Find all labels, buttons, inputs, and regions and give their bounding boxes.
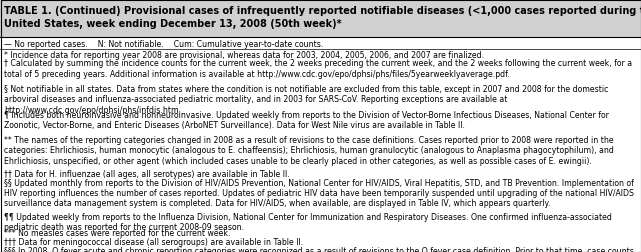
Text: United States, week ending December 13, 2008 (50th week)*: United States, week ending December 13, …: [4, 19, 342, 29]
Text: * Incidence data for reporting year 2008 are provisional, whereas data for 2003,: * Incidence data for reporting year 2008…: [4, 51, 484, 60]
Text: TABLE 1. (Continued) Provisional cases of infrequently reported notifiable disea: TABLE 1. (Continued) Provisional cases o…: [4, 6, 641, 16]
Text: ††† Data for meningococcal disease (all serogroups) are available in Table II.: ††† Data for meningococcal disease (all …: [4, 237, 303, 246]
Text: † Calculated by summing the incidence counts for the current week, the 2 weeks p: † Calculated by summing the incidence co…: [4, 59, 632, 79]
Bar: [0, 0, 641, 38]
Text: §§§ In 2008, Q fever acute and chronic reporting categories were recognized as a: §§§ In 2008, Q fever acute and chronic r…: [4, 245, 634, 252]
Text: ** The names of the reporting categories changed in 2008 as a result of revision: ** The names of the reporting categories…: [4, 136, 614, 165]
Text: ¶ Includes both neuroinvasive and nonneuroinvasive. Updated weekly from reports : ¶ Includes both neuroinvasive and nonneu…: [4, 110, 609, 129]
Text: †† Data for H. influenzae (all ages, all serotypes) are available in Table II.: †† Data for H. influenzae (all ages, all…: [4, 169, 290, 178]
Text: — No reported cases.    N: Not notifiable.    Cum: Cumulative year-to-date count: — No reported cases. N: Not notifiable. …: [4, 40, 323, 49]
Text: §§ Updated monthly from reports to the Division of HIV/AIDS Prevention, National: §§ Updated monthly from reports to the D…: [4, 178, 634, 207]
Text: § Not notifiable in all states. Data from states where the condition is not noti: § Not notifiable in all states. Data fro…: [4, 85, 608, 114]
Text: *** No measles cases were reported for the current week.: *** No measles cases were reported for t…: [4, 229, 231, 238]
Text: ¶¶ Updated weekly from reports to the Influenza Division, National Center for Im: ¶¶ Updated weekly from reports to the In…: [4, 212, 612, 231]
